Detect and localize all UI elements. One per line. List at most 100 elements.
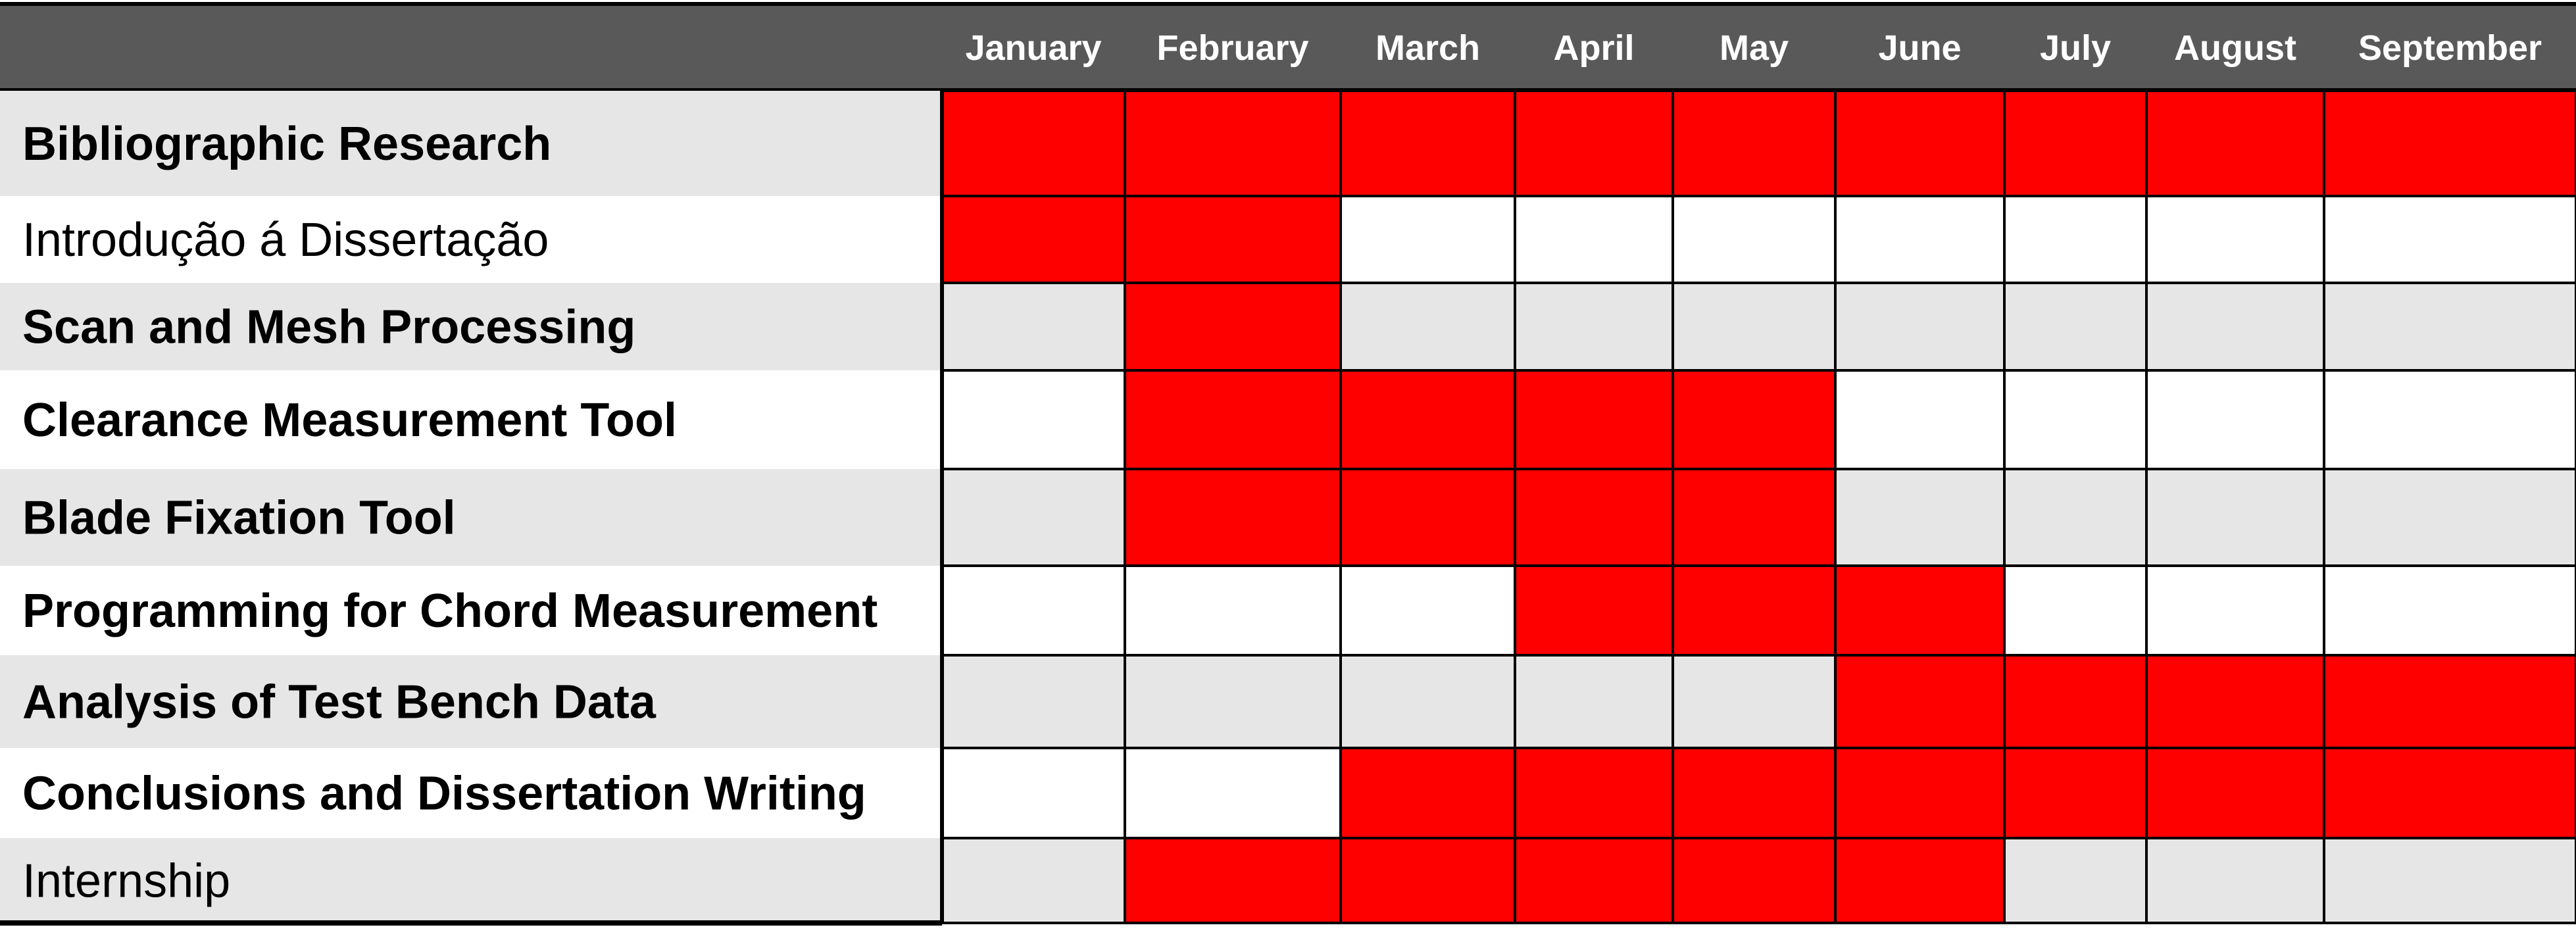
task-label: Conclusions and Dissertation Writing (22, 768, 866, 820)
month-label: March (1375, 28, 1480, 68)
empty-cell (1514, 282, 1674, 372)
empty-cell (1514, 195, 1674, 284)
empty-cell (2003, 564, 2148, 657)
empty-cell (2003, 195, 2148, 284)
gantt-bar-cell (2003, 89, 2148, 197)
gantt-bar-cell (1672, 89, 1837, 197)
empty-cell (941, 468, 1126, 567)
gantt-bar-cell (1514, 564, 1674, 657)
task-label: Analysis of Test Bench Data (22, 676, 656, 729)
task-label: Clearance Measurement Tool (22, 394, 677, 447)
task-row: Programming for Chord Measurement (0, 564, 2576, 657)
empty-cell (1339, 564, 1516, 657)
task-row: Introdução á Dissertação (0, 195, 2576, 284)
empty-cell (1339, 195, 1516, 284)
empty-cell (941, 747, 1126, 839)
gantt-bar-cell (1124, 369, 1342, 470)
month-label: July (2040, 28, 2111, 68)
gantt-bar-cell (1834, 654, 2006, 749)
empty-cell (2323, 195, 2576, 284)
empty-cell (941, 654, 1126, 749)
task-label-cell (0, 196, 942, 283)
empty-cell (2145, 369, 2325, 470)
empty-cell (1124, 747, 1342, 839)
empty-cell (1672, 282, 1837, 372)
gantt-bar-cell (1124, 195, 1342, 284)
gantt-bar-cell (1672, 837, 1837, 924)
empty-cell (941, 564, 1126, 657)
empty-cell (941, 837, 1126, 924)
empty-cell (2323, 837, 2576, 924)
gantt-bar-cell (1339, 747, 1516, 839)
gantt-bar-cell (1834, 837, 2006, 924)
gantt-bar-cell (1834, 89, 2006, 197)
gantt-bar-cell (1672, 369, 1837, 470)
empty-cell (2003, 369, 2148, 470)
task-row: Blade Fixation Tool (0, 468, 2576, 567)
month-label: September (2358, 28, 2542, 68)
empty-cell (1834, 195, 2006, 284)
gantt-bar-cell (1514, 468, 1674, 567)
month-label: August (2174, 28, 2296, 68)
empty-cell (1672, 195, 1837, 284)
task-label-cell (0, 283, 942, 370)
empty-cell (2145, 468, 2325, 567)
task-label: Blade Fixation Tool (22, 492, 456, 545)
empty-cell (1834, 468, 2006, 567)
task-label-cell (0, 748, 942, 838)
gantt-bar-cell (1514, 747, 1674, 839)
gantt-bar-cell (2323, 747, 2576, 839)
gantt-bar-cell (1339, 837, 1516, 924)
task-label-cell (0, 469, 942, 566)
month-label: May (1720, 28, 1789, 68)
empty-cell (2145, 837, 2325, 924)
empty-cell (2145, 564, 2325, 657)
empty-cell (2323, 282, 2576, 372)
gantt-bar-cell (2323, 654, 2576, 749)
empty-cell (2323, 468, 2576, 567)
empty-cell (1124, 654, 1342, 749)
gantt-bar-cell (1834, 747, 2006, 839)
empty-cell (2145, 282, 2325, 372)
task-label: Bibliographic Research (22, 118, 551, 170)
gantt-bar-cell (941, 195, 1126, 284)
task-label-cell (0, 655, 942, 748)
task-row: Analysis of Test Bench Data (0, 654, 2576, 749)
gantt-bar-cell (2145, 89, 2325, 197)
gantt-bar-cell (1339, 89, 1516, 197)
gantt-bar-cell (2323, 89, 2576, 197)
task-label-cell (0, 370, 942, 469)
gantt-bar-cell (1514, 89, 1674, 197)
month-label: January (965, 28, 1101, 68)
gantt-bar-cell (2003, 747, 2148, 839)
empty-cell (941, 282, 1126, 372)
task-row: Internship (0, 837, 2576, 924)
gantt-bar-cell (1124, 468, 1342, 567)
month-label: June (1878, 28, 1961, 68)
task-label: Introdução á Dissertação (22, 214, 549, 266)
empty-cell (2323, 369, 2576, 470)
task-label: Programming for Chord Measurement (22, 585, 878, 637)
gantt-bar-cell (1834, 564, 2006, 657)
gantt-bar-cell (1672, 468, 1837, 567)
gantt-bar-cell (2145, 654, 2325, 749)
task-row: Clearance Measurement Tool (0, 369, 2576, 470)
empty-cell (2003, 282, 2148, 372)
gantt-bar-cell (1672, 564, 1837, 657)
empty-cell (1124, 564, 1342, 657)
task-label-cell (0, 91, 942, 196)
empty-cell (1339, 282, 1516, 372)
gantt-bar-cell (2145, 747, 2325, 839)
empty-cell (1514, 654, 1674, 749)
month-label: February (1156, 28, 1308, 68)
empty-cell (2003, 837, 2148, 924)
gantt-bar-cell (1514, 837, 1674, 924)
task-label: Scan and Mesh Processing (22, 301, 635, 354)
gantt-bar-cell (1339, 369, 1516, 470)
task-label-cell (0, 566, 942, 655)
gantt-bar-cell (2003, 654, 2148, 749)
header-bar (0, 4, 2576, 91)
task-row: Bibliographic Research (0, 89, 2576, 197)
gantt-bar-cell (941, 89, 1126, 197)
